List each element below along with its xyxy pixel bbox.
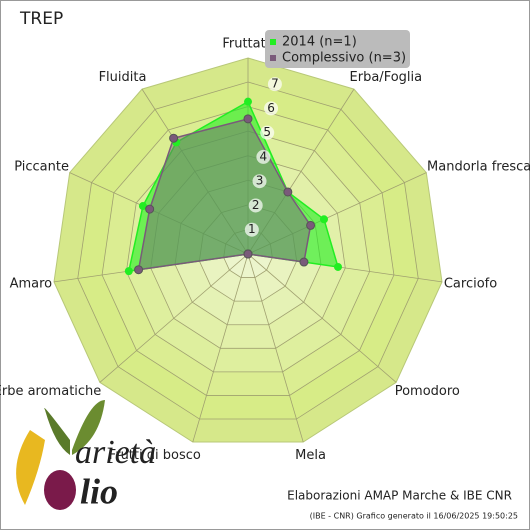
logo-text: lio [80,471,118,511]
footnote: (IBE - CNR) Grafico generato il 16/06/20… [310,512,518,521]
tick-bg [248,198,263,213]
legend-label: Complessivo (n=3) [282,51,406,66]
point [319,215,328,224]
spoke [247,253,397,383]
point [306,220,316,230]
spoke [247,253,304,443]
point [299,257,309,267]
axis-label: Frutti di bosco [109,448,201,463]
axis-label: Amaro [10,276,53,291]
r-tick-label: 4 [260,149,268,163]
legend-box [265,30,410,68]
axis-label: Mandorla fresca [427,159,530,174]
point [333,262,342,271]
legend-label: 2014 (n=1) [282,35,357,50]
spoke [192,253,249,443]
r-tick-label: 3 [256,174,264,188]
tick-bg [260,125,275,140]
tick-bg [264,101,279,116]
footer: Elaborazioni AMAP Marche & IBE CNR [287,489,512,503]
tick-bg [256,149,271,164]
r-tick-label: 1 [248,222,256,236]
point [145,204,155,214]
r-tick-label: 6 [267,101,275,115]
point [243,249,253,259]
axis-label: Erbe aromatiche [0,384,101,399]
axis-label: Carciofo [444,276,497,291]
axis-label: Fruttato [222,37,273,52]
axis-label: Erba/Foglia [350,70,423,85]
logo-text: arietà [75,434,156,471]
spoke [99,253,249,383]
r-tick-label: 7 [271,77,279,91]
tick-bg [252,174,267,189]
point [169,133,179,143]
axis-label: Mela [295,448,326,463]
point [134,265,144,275]
point [244,97,252,106]
point [138,202,147,211]
point [283,187,293,197]
logo: arietà lio [16,400,156,511]
axis-label: Piccante [14,159,69,174]
legend: 2014 (n=1)Complessivo (n=3) [265,30,410,68]
plot: 1 2 3 4 5 6 7 [124,77,342,276]
point [243,114,253,124]
chart-title: TREP [19,9,63,29]
axis-label: Pomodoro [395,384,460,399]
r-tick-label: 2 [252,198,260,212]
tick-bg [244,222,259,237]
legend-swatch [270,55,276,61]
tick-bg [267,77,282,92]
point [124,267,133,276]
legend-swatch [270,39,276,45]
axis-label: Fluidita [99,70,147,85]
r-tick-label: 5 [263,125,271,139]
